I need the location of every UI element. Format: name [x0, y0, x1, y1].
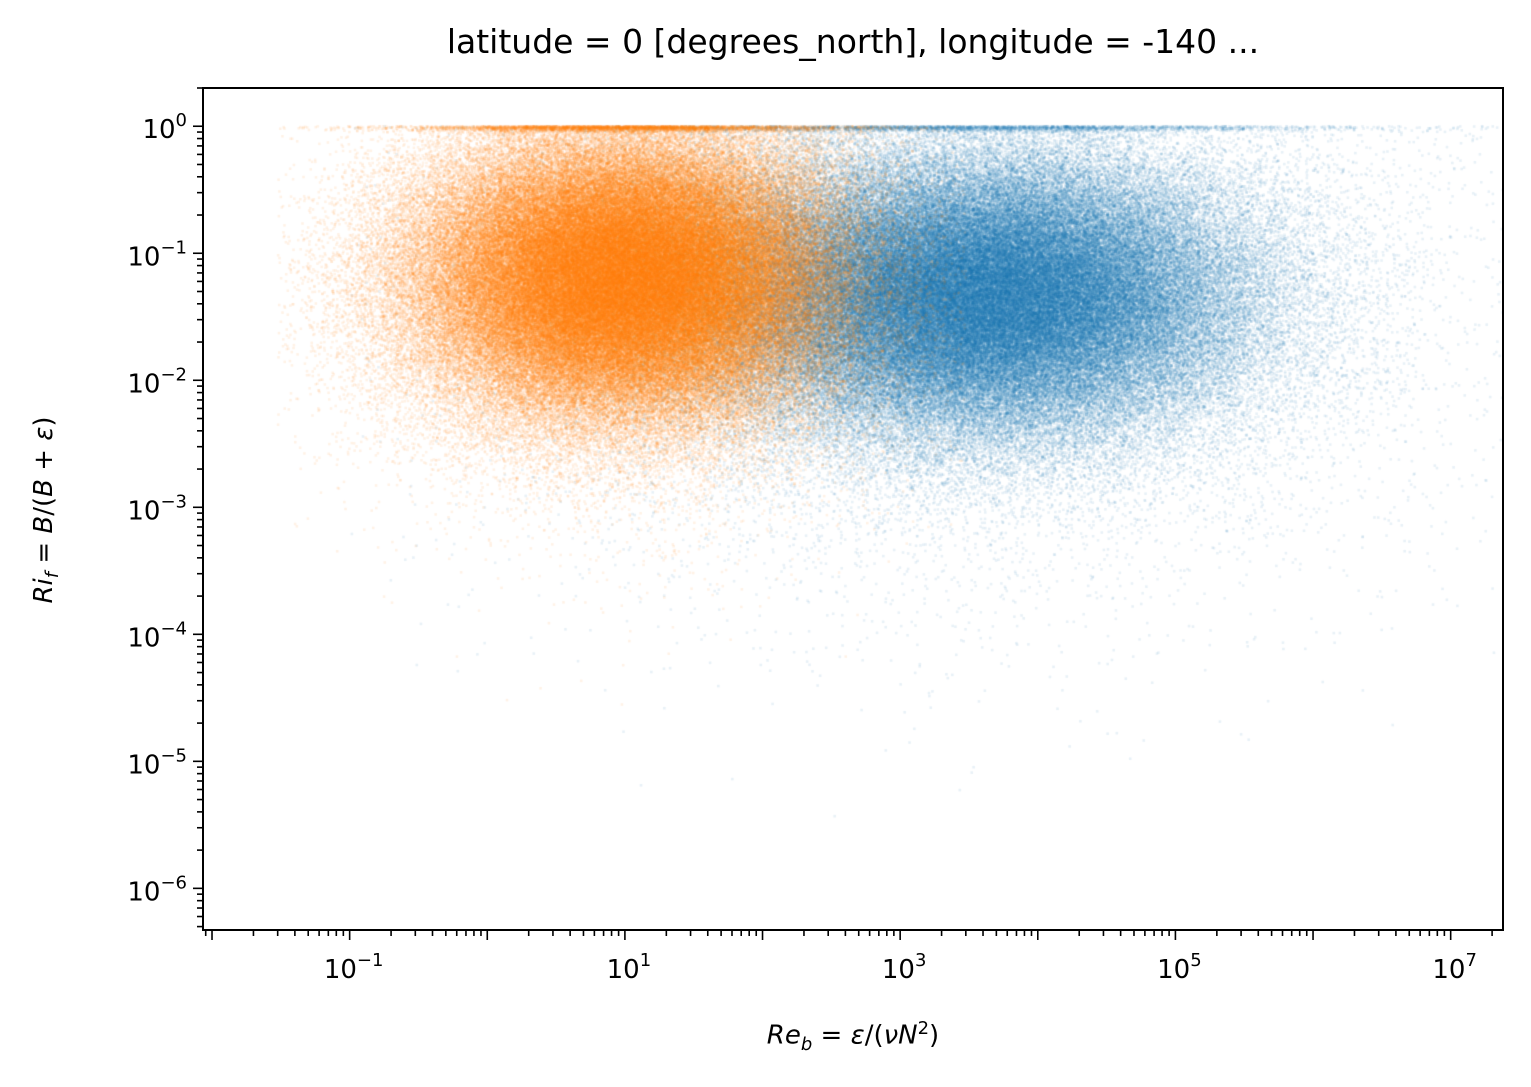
- x-tick-label: 101: [607, 950, 652, 985]
- y-tick-label: 10−3: [127, 491, 187, 526]
- y-tick-label: 100: [142, 110, 187, 145]
- x-axis-label: Reb = ε/(νN2): [766, 1018, 940, 1055]
- scatter-plot-area: [203, 88, 1503, 930]
- chart-title: latitude = 0 [degrees_north], longitude …: [446, 22, 1260, 61]
- x-axis-ticks: 10−1 101 103 105 107: [204, 930, 1493, 985]
- y-tick-label: 10−2: [127, 364, 187, 399]
- x-tick-label: 103: [882, 950, 927, 985]
- y-tick-label: 10−6: [127, 872, 187, 907]
- y-axis-label: Rif = B/(B + ε): [28, 416, 64, 604]
- y-axis-ticks: 100 10−1 10−2 10−3 10−4 10−5 10−6: [127, 87, 203, 928]
- y-tick-label: 10−1: [127, 237, 187, 272]
- x-tick-label: 107: [1432, 950, 1477, 985]
- y-tick-label: 10−5: [127, 745, 187, 780]
- x-tick-label: 105: [1157, 950, 1202, 985]
- y-tick-label: 10−4: [127, 618, 187, 653]
- plot-frame: [202, 87, 1504, 931]
- x-tick-label: 10−1: [324, 950, 384, 985]
